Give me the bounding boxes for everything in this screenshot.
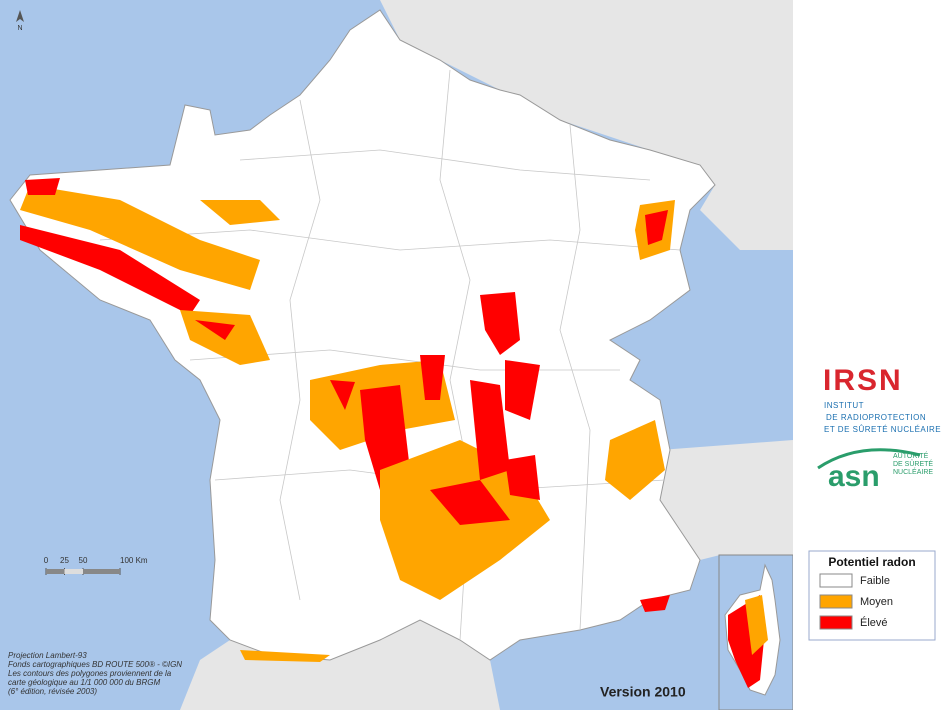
version: Version 2010: [600, 684, 686, 700]
neighbour-land: [180, 620, 500, 710]
north-arrow-icon: [16, 10, 24, 22]
legend-title: Potentiel radon: [828, 555, 915, 569]
zone-moyen: [20, 185, 260, 290]
zone-eleve: [430, 480, 510, 525]
border: [239, 149, 651, 181]
zone-moyen: [745, 595, 768, 655]
irsn-logo: IRSN: [823, 364, 903, 397]
neighbour-land: [380, 0, 793, 250]
scale-label: 25: [60, 556, 69, 565]
note-line: carte géologique au 1/1 000 000 du BRGM: [8, 678, 160, 687]
asn-logo: asn: [828, 460, 880, 493]
zone-eleve: [195, 320, 235, 340]
north-label: N: [17, 25, 22, 32]
zone-eleve: [25, 178, 60, 195]
zone-eleve: [505, 360, 540, 420]
asn-line: NUCLÉAIRE: [893, 467, 933, 476]
legend-label: Élevé: [860, 616, 888, 629]
zone-eleve: [640, 595, 670, 612]
zone-eleve: [20, 225, 200, 315]
scale-label: 50: [79, 556, 88, 565]
border: [99, 229, 681, 251]
zone-moyen: [200, 200, 280, 225]
zone-moyen: [605, 420, 665, 500]
note-line: (6° édition, révisée 2003): [8, 687, 97, 696]
scale-bar: 0 25 50 100 Km: [44, 556, 148, 575]
note-line: Fonds cartographiques BD ROUTE 500® - ©I…: [8, 660, 182, 669]
asn-line: DE SÛRETÉ: [893, 459, 933, 468]
note-line: Les contours des polygones proviennent d…: [8, 669, 172, 678]
asn-swoosh: [817, 448, 921, 470]
legend: Faible Moyen Élevé: [819, 573, 893, 630]
scale-segment: [46, 569, 65, 574]
irsn-subtitle: INSTITUT DE RADIOPROTECTION ET DE SÛRETÉ N…: [824, 401, 941, 434]
irsn-line: DE RADIOPROTECTION: [826, 413, 926, 422]
zone-eleve: [470, 380, 510, 480]
irsn-line: ET DE SÛRETÉ NUCLÉAIRE: [824, 425, 941, 434]
radon-zones: [20, 178, 675, 662]
north-arrow: N: [16, 10, 24, 32]
legend-swatch: [819, 573, 853, 588]
border: [559, 124, 591, 631]
legend-label: Moyen: [860, 596, 893, 608]
zone-eleve: [645, 210, 668, 245]
irsn-line: INSTITUT: [824, 401, 864, 410]
zone-eleve: [505, 455, 540, 500]
legend-swatch: [819, 594, 853, 609]
scale-segment: [83, 569, 120, 574]
neighbour-land: [660, 440, 793, 560]
legend-label: Faible: [860, 575, 890, 587]
scale-label: 0: [44, 556, 49, 565]
zone-eleve: [330, 380, 355, 410]
border: [279, 99, 321, 601]
asn-line: AUTORITÉ: [893, 451, 929, 460]
scale-segment: [64, 569, 83, 574]
scale-label: 100 Km: [120, 556, 148, 565]
zone-eleve: [480, 292, 520, 355]
zone-moyen: [240, 650, 330, 662]
note-line: Projection Lambert-93: [8, 651, 87, 660]
legend-swatch: [819, 615, 853, 630]
zone-moyen: [420, 565, 445, 595]
zone-eleve: [420, 355, 445, 400]
